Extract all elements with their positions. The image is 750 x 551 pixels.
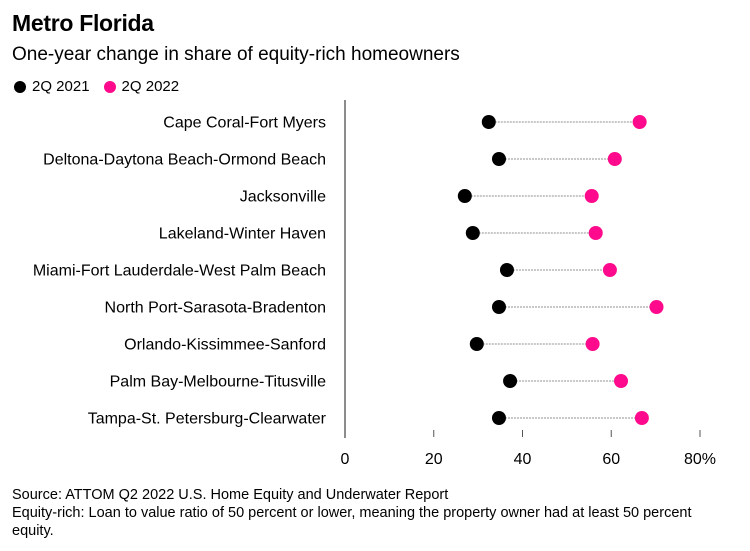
point-2q-2021 (481, 115, 496, 129)
chart-footer: Source: ATTOM Q2 2022 U.S. Home Equity a… (12, 486, 732, 540)
category-label: Deltona-Daytona Beach-Ormond Beach (43, 152, 326, 169)
category-label: Miami-Fort Lauderdale-West Palm Beach (33, 263, 326, 280)
x-tick-label: 20 (425, 451, 443, 468)
legend: 2Q 2021 2Q 2022 (14, 78, 193, 95)
legend-label-2022: 2Q 2022 (121, 78, 180, 95)
dumbbell-chart: 0 20 40 60 80% Cape Coral-Fort Myers Deltona-D… (33, 100, 716, 468)
point-2q-2022 (602, 263, 617, 277)
category-label: Cape Coral-Fort Myers (163, 115, 326, 132)
point-2q-2022 (614, 374, 629, 388)
point-2q-2022 (585, 337, 600, 351)
chart-subtitle: One-year change in share of equity-rich … (12, 44, 460, 65)
x-tick-label: 60 (602, 451, 620, 468)
legend-swatch-2021 (14, 80, 26, 93)
category-label: Palm Bay-Melbourne-Titusville (110, 374, 326, 391)
legend-swatch-2022 (103, 80, 116, 93)
x-tick-label: 0 (341, 451, 350, 468)
source-note: Source: ATTOM Q2 2022 U.S. Home Equity a… (12, 487, 449, 503)
category-label: Tampa-St. Petersburg-Clearwater (88, 411, 327, 428)
point-2q-2021 (491, 411, 506, 425)
category-label: Orlando-Kissimmee-Sanford (124, 337, 326, 354)
point-2q-2021 (503, 374, 518, 388)
definition-note: Equity-rich: Loan to value ratio of 50 p… (12, 505, 692, 539)
point-2q-2021 (499, 263, 514, 277)
point-2q-2022 (632, 115, 647, 129)
x-tick-label: 40 (514, 451, 532, 468)
point-2q-2021 (465, 226, 480, 240)
point-2q-2022 (588, 226, 603, 240)
category-label: North Port-Sarasota-Bradenton (105, 300, 326, 317)
point-2q-2021 (491, 152, 506, 166)
x-tick-label: 80% (684, 451, 716, 468)
legend-item-2021: 2Q 2021 (14, 78, 90, 95)
point-2q-2022 (607, 152, 622, 166)
chart-title: Metro Florida (12, 10, 154, 36)
category-label: Jacksonville (240, 189, 326, 206)
point-2q-2021 (457, 189, 472, 203)
point-2q-2021 (469, 337, 484, 351)
point-2q-2022 (584, 189, 599, 203)
legend-label-2021: 2Q 2021 (32, 78, 90, 95)
point-2q-2022 (649, 300, 664, 314)
category-label: Lakeland-Winter Haven (159, 226, 326, 243)
point-2q-2021 (491, 300, 506, 314)
point-2q-2022 (634, 411, 649, 425)
legend-item-2022: 2Q 2022 (103, 78, 180, 95)
